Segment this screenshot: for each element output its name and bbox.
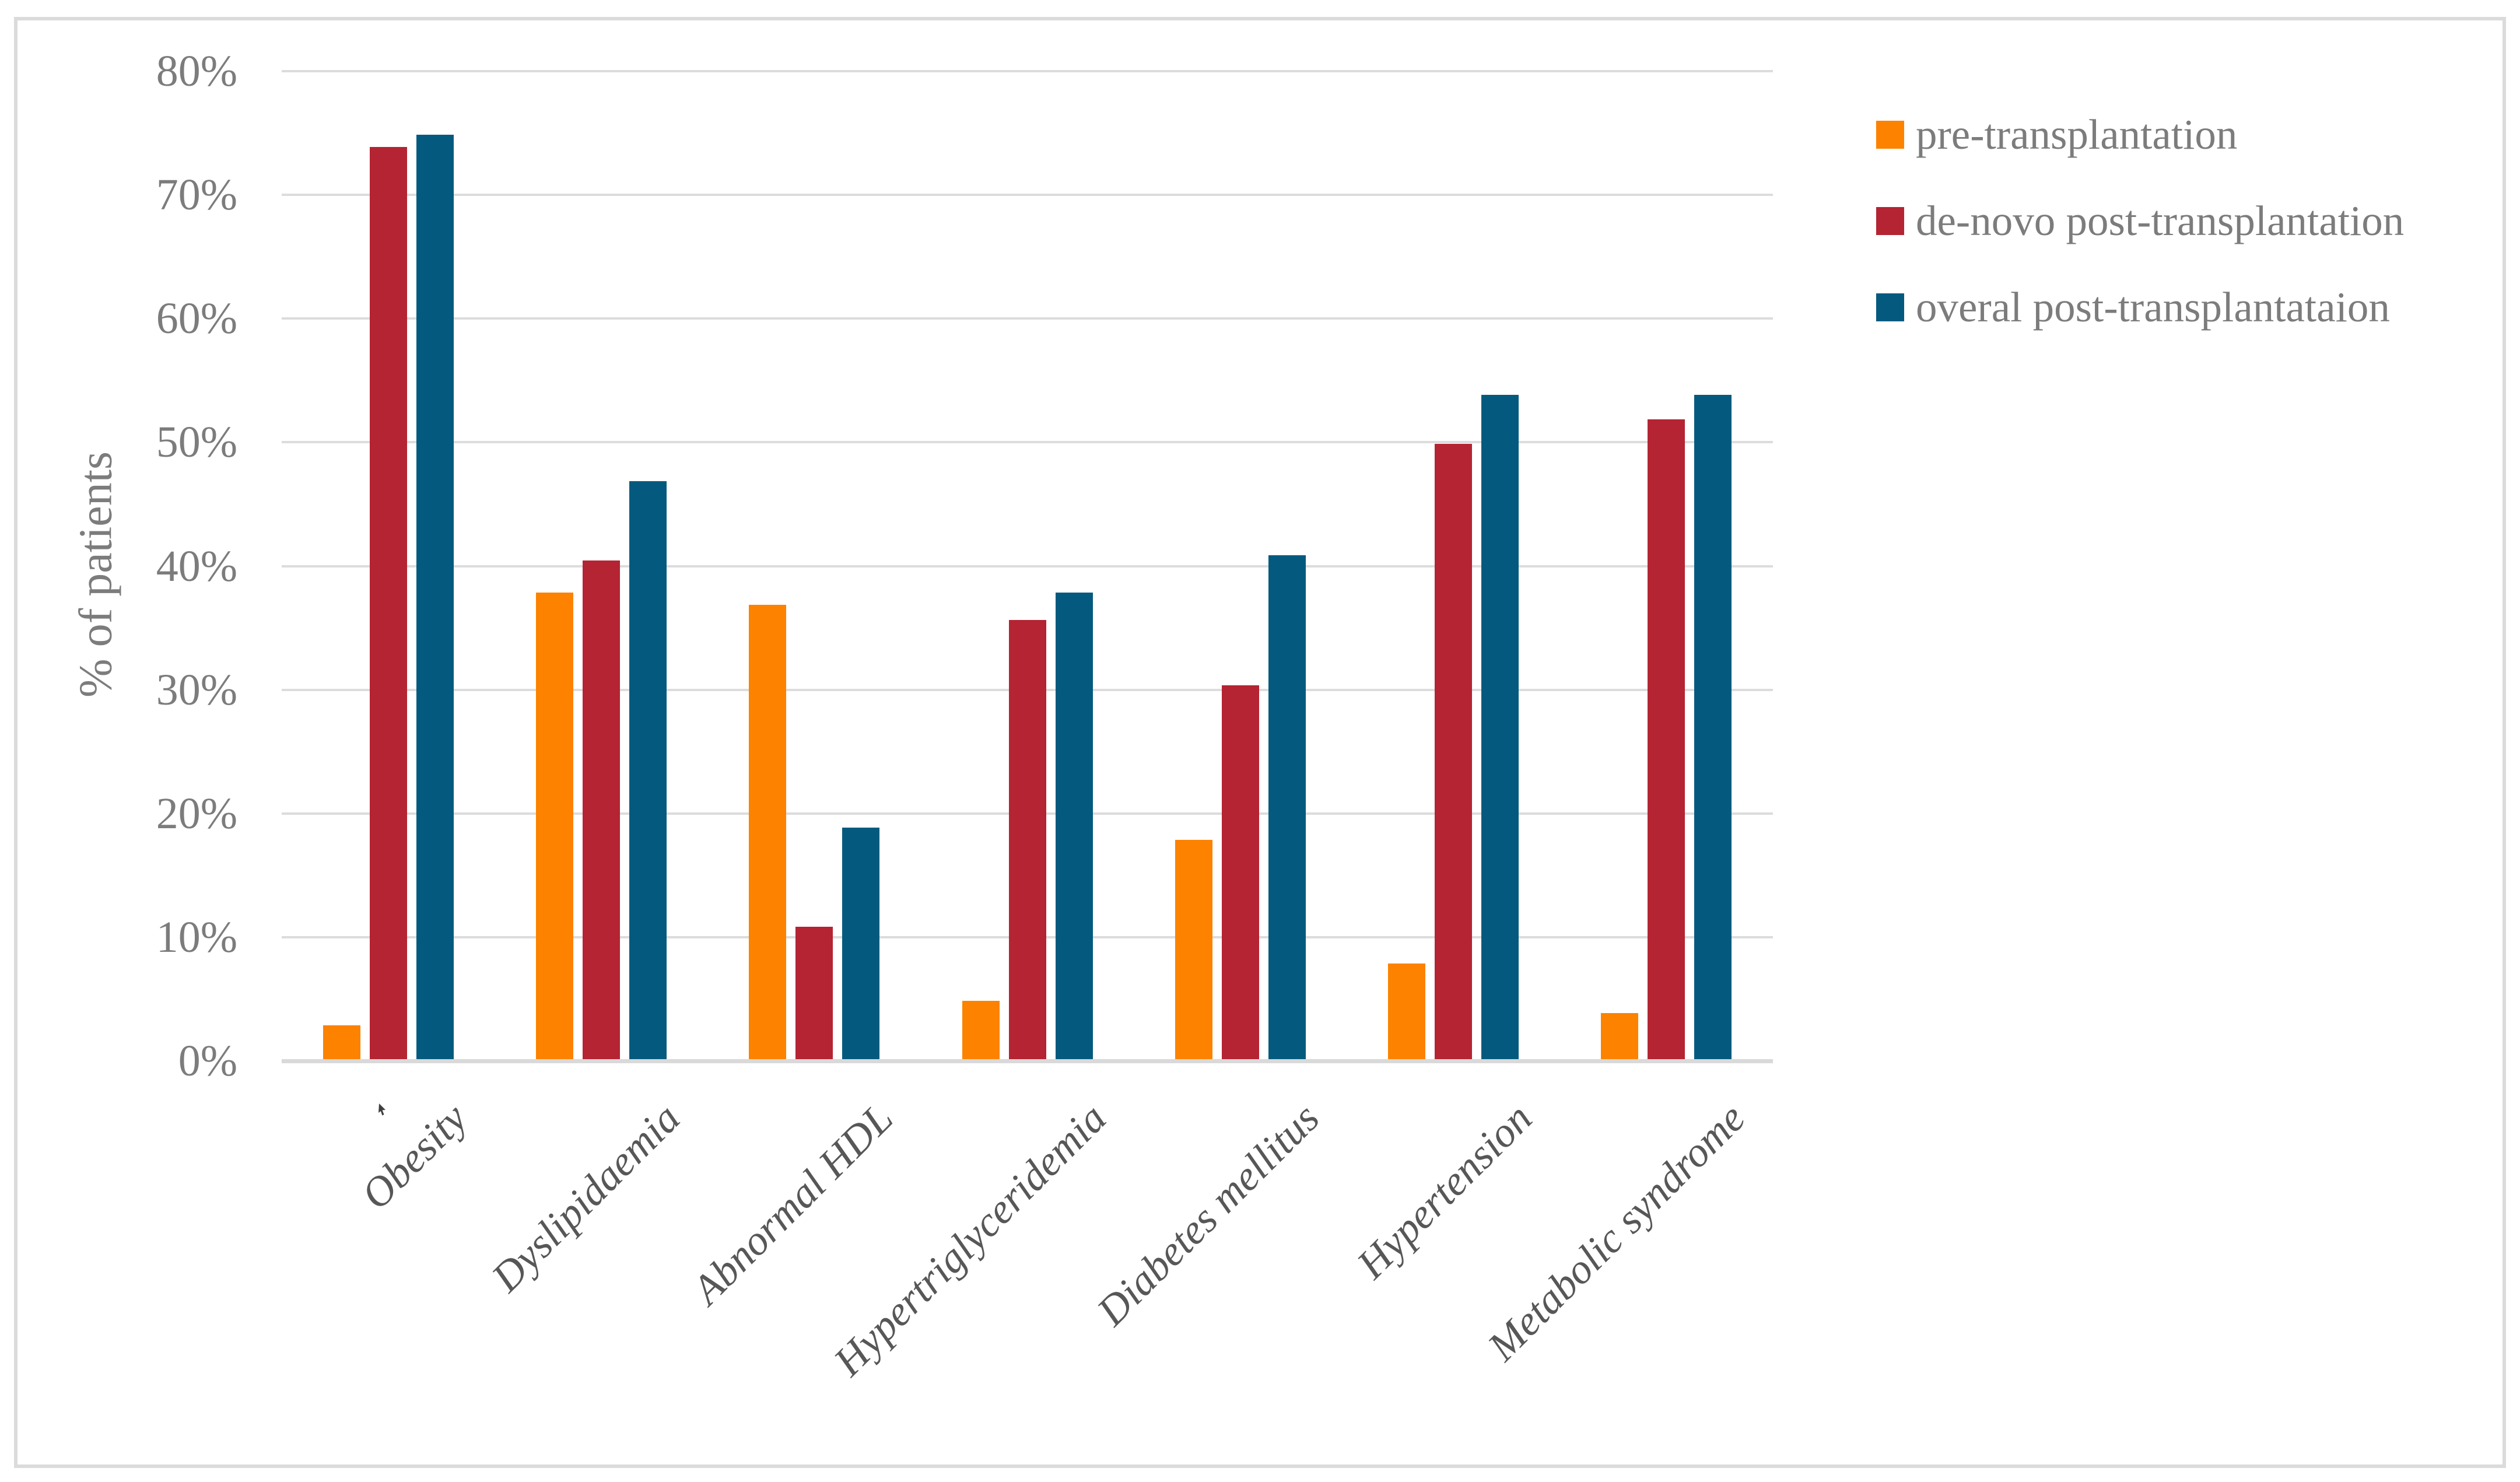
bar-de-novo-diabetes-mellitus [1221, 685, 1259, 1063]
y-tick-label: 60% [156, 294, 237, 344]
bar-overal-diabetes-mellitus [1268, 555, 1306, 1063]
bar-de-novo-hypertension [1435, 444, 1473, 1063]
legend-item: pre-transplantation [1876, 106, 2404, 163]
bar-de-novo-obesity [369, 147, 407, 1063]
gridline [282, 317, 1773, 320]
bar-pre-transplantation-hypertriglyceridemia [962, 1000, 1000, 1063]
legend-item: overal post-transplantataion [1876, 279, 2404, 336]
bar-pre-transplantation-hypertension [1388, 964, 1426, 1063]
gridline [282, 441, 1773, 444]
legend-swatch-overal-post-transplantataion [1876, 293, 1904, 321]
bar-pre-transplantation-obesity [323, 1025, 360, 1063]
x-axis-line [282, 1059, 1773, 1063]
bar-pre-transplantation-abnormal-hdl [749, 605, 787, 1063]
bar-de-novo-hypertriglyceridemia [1008, 619, 1046, 1063]
y-tick-label: 0% [178, 1036, 237, 1085]
legend-swatch-pre-transplantation [1876, 121, 1904, 149]
legend: pre-transplantation de-novo post-transpl… [1876, 106, 2404, 365]
y-tick-label: 50% [156, 418, 237, 467]
bar-overal-obesity [416, 135, 454, 1063]
mouse-cursor-icon [378, 1103, 385, 1116]
bar-overal-hypertension [1481, 394, 1519, 1063]
bar-de-novo-metabolic-syndrome [1648, 419, 1685, 1063]
bar-overal-metabolic-syndrome [1694, 394, 1732, 1063]
y-tick-label: 40% [156, 541, 237, 591]
y-tick-label: 70% [156, 170, 237, 220]
gridline [282, 194, 1773, 197]
bar-de-novo-dyslipidaemia [582, 560, 620, 1063]
y-tick-label: 20% [156, 789, 237, 838]
legend-swatch-de-novo-post-transplantation [1876, 207, 1904, 235]
legend-label: de-novo post-transplantation [1916, 197, 2405, 244]
legend-label: overal post-transplantataion [1916, 283, 2390, 331]
y-tick-label: 30% [156, 665, 237, 714]
bar-pre-transplantation-dyslipidaemia [535, 592, 573, 1063]
gridline [282, 70, 1773, 72]
legend-item: de-novo post-transplantation [1876, 192, 2404, 250]
bar-overal-hypertriglyceridemia [1055, 592, 1093, 1063]
bar-pre-transplantation-metabolic-syndrome [1601, 1013, 1639, 1063]
bar-overal-dyslipidaemia [629, 481, 667, 1063]
gridline [282, 565, 1773, 567]
y-tick-label: 10% [156, 912, 237, 962]
bar-de-novo-abnormal-hdl [795, 926, 833, 1063]
y-tick-label: 80% [156, 47, 237, 96]
bar-pre-transplantation-diabetes-mellitus [1175, 840, 1212, 1063]
legend-label: pre-transplantation [1916, 111, 2238, 158]
bar-overal-abnormal-hdl [842, 827, 880, 1063]
